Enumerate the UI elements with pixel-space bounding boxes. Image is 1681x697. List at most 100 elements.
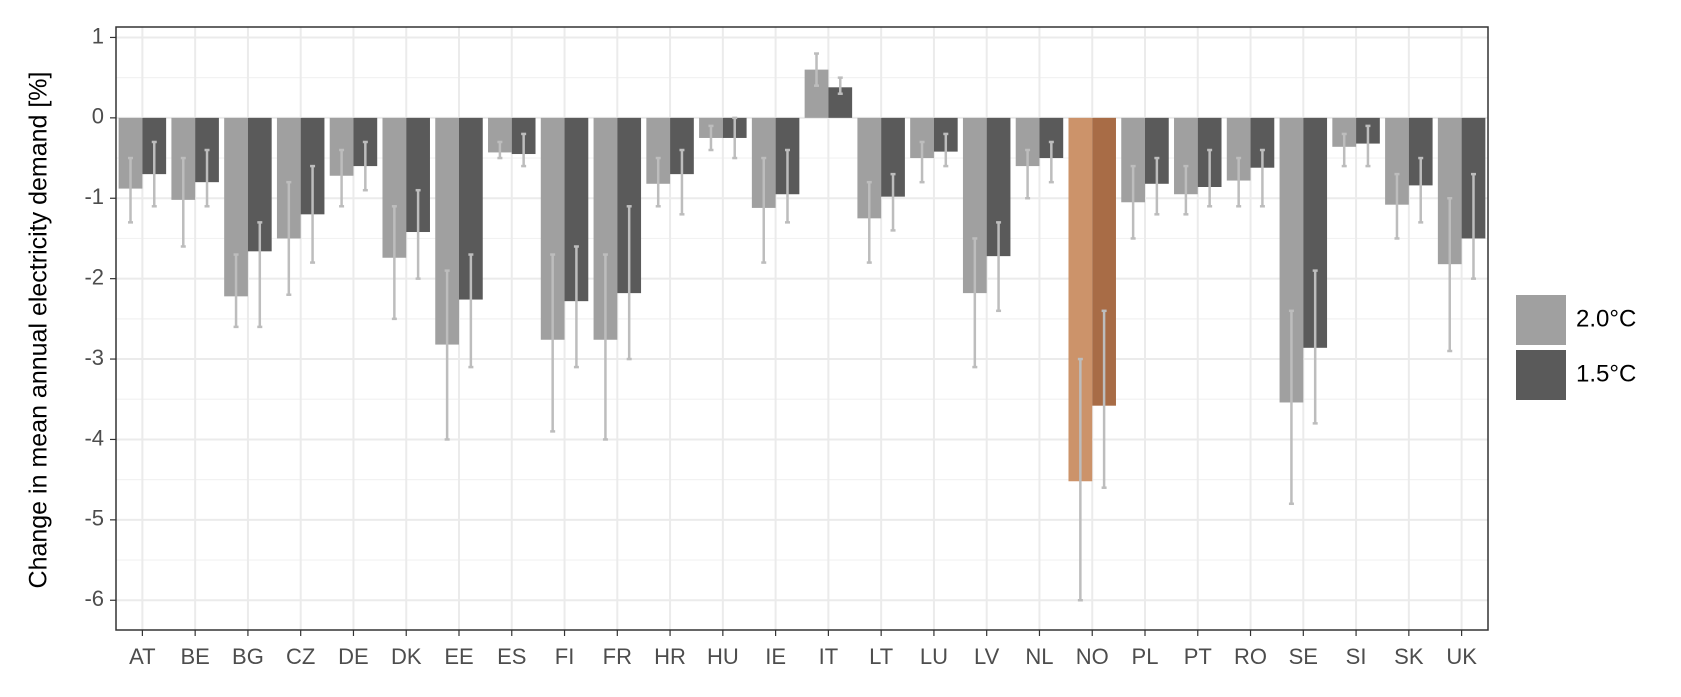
error-bar xyxy=(233,253,239,329)
y-tick-label: -5 xyxy=(84,506,104,531)
x-tick-label: RO xyxy=(1234,644,1267,669)
plot-frame xyxy=(115,26,1489,631)
bar xyxy=(276,117,301,239)
bar xyxy=(488,117,512,153)
bar xyxy=(406,117,430,233)
error-bar xyxy=(602,253,608,441)
bar xyxy=(828,87,853,118)
y-tick-label: -6 xyxy=(84,586,104,611)
bar xyxy=(593,117,618,340)
y-tick-label: -3 xyxy=(84,345,104,370)
error-bar xyxy=(180,156,186,248)
bar xyxy=(329,117,354,176)
legend-label: 1.5°C xyxy=(1576,360,1636,387)
bar xyxy=(1332,117,1357,147)
error-bar xyxy=(1130,164,1136,240)
bar xyxy=(910,117,934,159)
error-bar xyxy=(732,116,738,160)
bar xyxy=(986,117,1011,257)
error-bar xyxy=(761,156,767,264)
x-tick-label: SI xyxy=(1346,644,1367,669)
error-bar xyxy=(890,172,896,232)
x-tick-label: ES xyxy=(497,644,526,669)
x-tick-label: FI xyxy=(555,644,575,669)
x-tick-label: FR xyxy=(603,644,632,669)
error-bar xyxy=(204,148,210,208)
y-tick-label: -1 xyxy=(84,184,104,209)
error-bar xyxy=(151,140,157,208)
y-tick-label: 1 xyxy=(92,23,104,48)
error-bar xyxy=(1048,140,1054,184)
error-bar xyxy=(1288,309,1294,506)
error-bar xyxy=(679,148,685,216)
bar xyxy=(459,117,483,300)
x-tick-label: LT xyxy=(869,644,893,669)
error-bar xyxy=(391,205,397,321)
error-bar xyxy=(362,140,368,192)
bar xyxy=(247,117,272,252)
error-bar xyxy=(655,156,661,208)
error-bar xyxy=(1154,156,1160,216)
error-bar xyxy=(550,253,556,433)
x-tick-label: SE xyxy=(1289,644,1318,669)
x-tick-label: DE xyxy=(338,644,369,669)
bar xyxy=(881,117,905,197)
x-tick-label: AT xyxy=(129,644,155,669)
bar xyxy=(804,69,829,118)
x-tick-label: NO xyxy=(1076,644,1109,669)
x-tick-label: EE xyxy=(444,644,473,669)
y-tick-label: 0 xyxy=(92,104,104,129)
error-bar xyxy=(1236,156,1242,208)
error-bar xyxy=(1394,172,1400,240)
error-bar xyxy=(497,140,503,160)
x-tick-label: DK xyxy=(391,644,422,669)
x-tick-label: LU xyxy=(920,644,948,669)
error-bar xyxy=(1447,197,1453,353)
error-bar xyxy=(837,76,843,95)
bar xyxy=(1279,117,1304,403)
error-bar xyxy=(972,237,978,369)
x-tick-label: HU xyxy=(707,644,739,669)
bar xyxy=(962,117,987,294)
bar xyxy=(1015,117,1040,167)
error-bar xyxy=(1077,357,1083,602)
bar xyxy=(1303,117,1328,348)
bar xyxy=(670,117,694,175)
bar xyxy=(1174,117,1198,195)
error-bar xyxy=(521,132,527,168)
bar xyxy=(540,117,565,340)
bar xyxy=(1092,117,1116,406)
bar xyxy=(435,117,459,345)
error-bar xyxy=(814,52,820,87)
error-bar xyxy=(339,148,345,208)
bar xyxy=(1385,117,1409,205)
x-tick-label: PL xyxy=(1132,644,1159,669)
error-bar xyxy=(1341,132,1347,168)
error-bar xyxy=(1101,309,1107,489)
error-bar xyxy=(468,253,474,369)
error-bar xyxy=(626,205,632,361)
x-tick-label: UK xyxy=(1446,644,1477,669)
x-tick-label: HR xyxy=(654,644,686,669)
error-bar xyxy=(943,132,949,168)
y-tick-label: -2 xyxy=(84,264,104,289)
legend-label: 2.0°C xyxy=(1576,305,1636,332)
error-bar xyxy=(286,180,292,296)
bar xyxy=(224,117,248,297)
y-tick-label: -4 xyxy=(84,425,104,450)
error-bar xyxy=(573,245,579,369)
error-bar xyxy=(866,180,872,264)
legend-swatch xyxy=(1516,295,1566,345)
x-tick-label: BE xyxy=(180,644,209,669)
bar xyxy=(1145,117,1169,184)
x-tick-label: IE xyxy=(765,644,786,669)
bar xyxy=(1121,117,1145,203)
error-bar xyxy=(919,140,925,184)
error-bar xyxy=(1418,156,1424,224)
bar xyxy=(1437,117,1462,265)
legend-swatch xyxy=(1516,350,1566,400)
bar xyxy=(382,117,407,258)
error-bar xyxy=(996,221,1002,313)
bar xyxy=(564,117,589,302)
